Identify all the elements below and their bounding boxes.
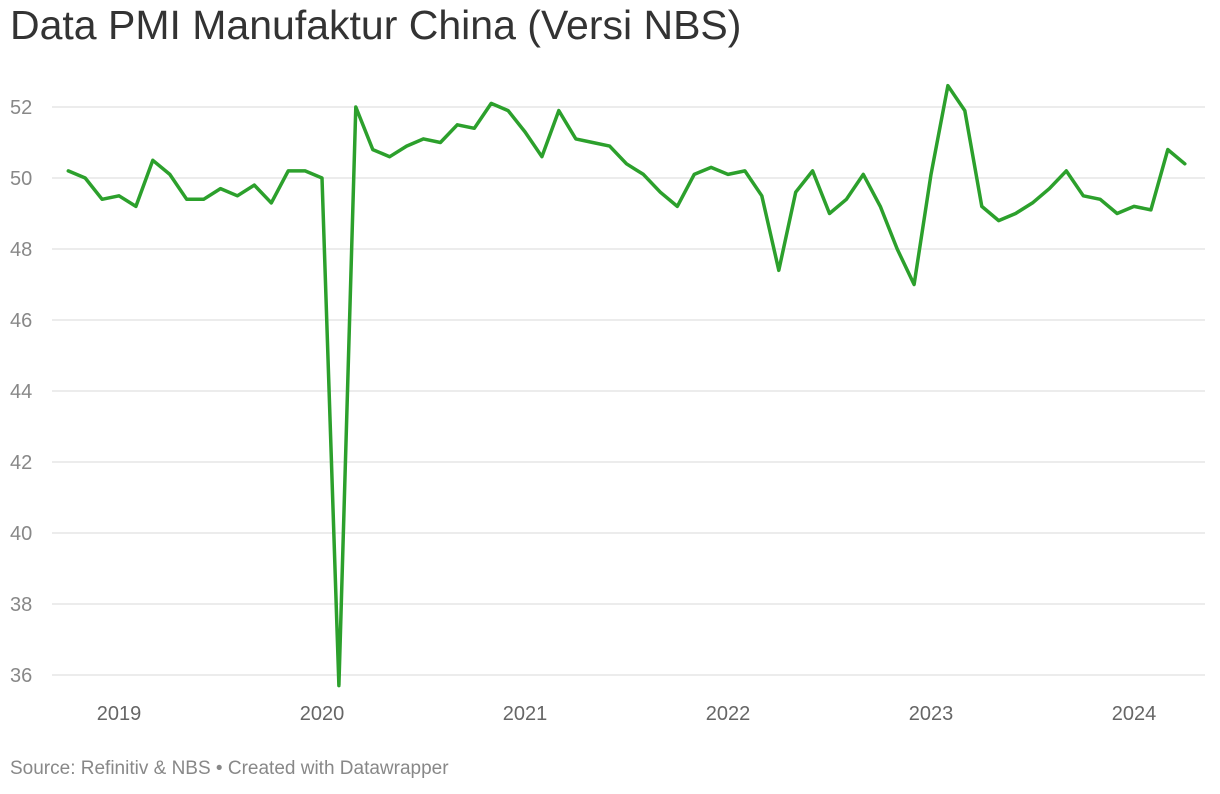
series-line-pmi xyxy=(66,83,1187,688)
chart-footer: Source: Refinitiv & NBS • Created with D… xyxy=(10,758,449,780)
x-tick-label: 2020 xyxy=(300,703,345,725)
y-tick-label: 46 xyxy=(10,310,32,332)
y-tick-label: 44 xyxy=(10,381,32,403)
y-axis-ticks: 36 38 40 42 44 46 48 50 52 xyxy=(10,97,32,687)
credit-text: Created with Datawrapper xyxy=(227,758,449,779)
x-tick-label: 2021 xyxy=(503,703,548,725)
x-tick-label: 2024 xyxy=(1112,703,1157,725)
y-tick-label: 42 xyxy=(10,452,32,474)
chart-title: Data PMI Manufaktur China (Versi NBS) xyxy=(10,2,742,48)
source-text: Source: Refinitiv & NBS xyxy=(10,758,211,779)
y-tick-label: 48 xyxy=(10,239,32,261)
y-tick-label: 52 xyxy=(10,97,32,119)
y-tick-label: 36 xyxy=(10,665,32,687)
y-tick-label: 38 xyxy=(10,594,32,616)
x-tick-label: 2022 xyxy=(706,703,751,725)
x-tick-label: 2023 xyxy=(909,703,954,725)
y-tick-label: 40 xyxy=(10,523,32,545)
x-tick-label: 2019 xyxy=(97,703,142,725)
gridlines xyxy=(52,106,1205,676)
x-axis-ticks: 2019 2020 2021 2022 2023 2024 xyxy=(97,703,1157,725)
series-lines xyxy=(66,83,1187,688)
footer-separator: • xyxy=(215,758,223,779)
y-tick-label: 50 xyxy=(10,168,32,190)
